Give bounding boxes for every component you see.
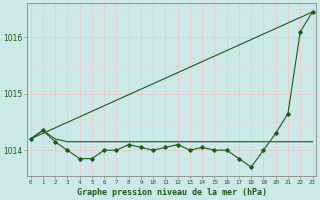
X-axis label: Graphe pression niveau de la mer (hPa): Graphe pression niveau de la mer (hPa): [76, 188, 267, 197]
